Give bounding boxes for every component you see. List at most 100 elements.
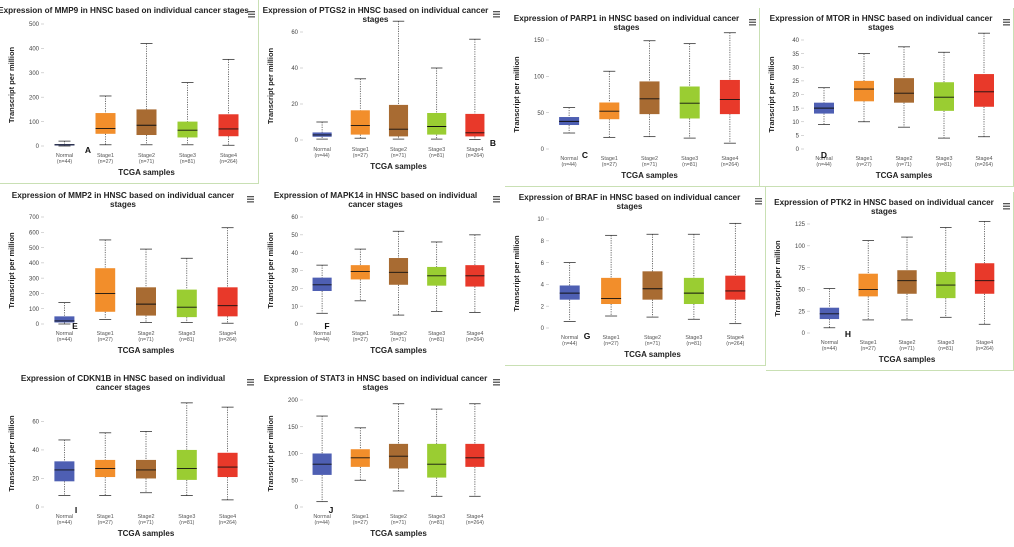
x-category-label: Normal <box>560 156 577 162</box>
box-iqr <box>95 268 116 312</box>
x-category-label: Stage4 <box>466 514 483 520</box>
box-stage3 <box>683 233 704 320</box>
x-category-label: Stage3 <box>179 153 196 159</box>
y-axis-label: Transcript per million <box>266 47 275 124</box>
box-stage2 <box>136 43 157 146</box>
panel-letter: G <box>584 331 591 341</box>
y-axis-label: Transcript per million <box>7 46 16 123</box>
x-count-label: (n=264) <box>726 341 744 347</box>
chart-title: stages <box>363 15 389 24</box>
box-stage1 <box>95 432 116 496</box>
x-count-label: (n=264) <box>219 520 237 526</box>
x-count-label: (n=264) <box>466 520 484 526</box>
box-iqr <box>683 277 704 305</box>
x-category-label: Normal <box>313 331 330 337</box>
x-category-label: Stage1 <box>352 331 369 337</box>
box-stage1 <box>350 78 370 139</box>
chart-panel-c: Expression of PARP1 in HNSC based on ind… <box>505 8 760 187</box>
box-stage1 <box>601 234 622 317</box>
y-tick-label: 10 <box>537 217 544 223</box>
chart-title: Expression of PTK2 in HNSC based on indi… <box>774 198 995 207</box>
y-axis-label: Transcript per million <box>7 415 16 492</box>
menu-icon <box>749 19 756 26</box>
x-category-label: Normal <box>313 147 330 153</box>
x-count-label: (n=71) <box>899 346 914 352</box>
box-stage3 <box>934 51 954 139</box>
x-count-label: (n=27) <box>98 337 113 343</box>
box-iqr <box>54 316 75 323</box>
panel-letter: D <box>821 150 827 160</box>
y-tick-label: 60 <box>291 30 298 36</box>
y-tick-label: 400 <box>29 261 40 267</box>
box-iqr <box>858 273 878 297</box>
x-category-label: Stage2 <box>137 514 154 520</box>
chart-panel-h: Expression of PTK2 in HNSC based on indi… <box>766 192 1014 371</box>
box-iqr <box>894 78 914 103</box>
x-category-label: Stage4 <box>975 156 992 162</box>
y-tick-label: 40 <box>792 38 799 44</box>
box-iqr <box>388 258 409 285</box>
x-category-label: Stage2 <box>390 147 407 153</box>
panel-letter: E <box>72 321 78 331</box>
y-tick-label: 600 <box>29 230 40 236</box>
x-axis-label: TCGA samples <box>879 355 936 364</box>
x-category-label: Stage1 <box>860 340 877 346</box>
x-count-label: (n=27) <box>353 520 368 526</box>
x-category-label: Stage3 <box>428 147 445 153</box>
y-tick-label: 100 <box>795 244 806 250</box>
x-category-label: Stage2 <box>641 156 658 162</box>
y-tick-label: 0 <box>802 331 806 337</box>
box-iqr <box>217 452 238 478</box>
x-category-label: Stage3 <box>178 514 195 520</box>
y-axis-label: Transcript per million <box>512 56 521 133</box>
x-count-label: (n=264) <box>466 153 484 159</box>
chart-title: cancer stages <box>96 383 151 392</box>
box-stage4 <box>465 234 485 313</box>
x-category-label: Stage3 <box>937 340 954 346</box>
box-iqr <box>176 449 197 480</box>
x-count-label: (n=71) <box>391 520 406 526</box>
x-category-label: Normal <box>56 514 73 520</box>
x-count-label: (n=27) <box>98 159 113 165</box>
x-category-label: Normal <box>815 156 832 162</box>
panel-letter: A <box>85 145 91 155</box>
chart-panel-e: Expression of MMP2 in HNSC based on indi… <box>0 185 258 362</box>
chart-panel-f: Expression of MAPK14 in HNSC based on in… <box>259 185 504 362</box>
box-iqr <box>176 289 197 318</box>
chart-a-svg: Expression of MMP9 in HNSC based on indi… <box>0 6 255 177</box>
box-iqr <box>934 82 954 111</box>
box-stage2 <box>388 403 409 492</box>
y-tick-label: 100 <box>288 452 299 458</box>
menu-icon <box>247 196 254 203</box>
x-category-label: Stage4 <box>721 156 738 162</box>
x-axis-label: TCGA samples <box>370 346 427 355</box>
chart-d-svg: Expression of MTOR in HNSC based on indi… <box>767 14 1010 180</box>
chart-f-svg: Expression of MAPK14 in HNSC based on in… <box>266 191 500 355</box>
chart-panel-b: Expression of PTGS2 in HNSC based on ind… <box>259 0 504 178</box>
y-tick-label: 20 <box>792 93 799 99</box>
x-count-label: (n=27) <box>98 520 113 526</box>
panel-letter: F <box>324 321 329 331</box>
box-iqr <box>427 443 447 478</box>
x-category-label: Stage3 <box>935 156 952 162</box>
box-stage2 <box>388 230 409 316</box>
y-axis-label: Transcript per million <box>266 415 275 492</box>
box-iqr <box>854 80 874 102</box>
chart-title: Expression of BRAF in HNSC based on indi… <box>519 193 741 202</box>
box-iqr <box>974 263 995 294</box>
y-tick-label: 0 <box>36 505 40 511</box>
x-category-label: Stage4 <box>727 335 744 341</box>
x-category-label: Stage2 <box>898 340 915 346</box>
chart-i-svg: Expression of CDKN1B in HNSC based on in… <box>7 374 254 538</box>
box-stage1 <box>95 95 116 146</box>
box-stage1 <box>858 240 878 321</box>
chart-title: stages <box>617 202 643 211</box>
y-tick-label: 25 <box>792 79 799 85</box>
x-count-label: (n=27) <box>861 346 876 352</box>
chart-title: Expression of CDKN1B in HNSC based on in… <box>21 374 225 383</box>
box-iqr <box>465 443 485 467</box>
chart-title: Expression of MMP2 in HNSC based on indi… <box>12 191 235 200</box>
x-category-label: Stage2 <box>895 156 912 162</box>
x-count-label: (n=81) <box>180 159 195 165</box>
y-tick-label: 100 <box>29 307 40 313</box>
